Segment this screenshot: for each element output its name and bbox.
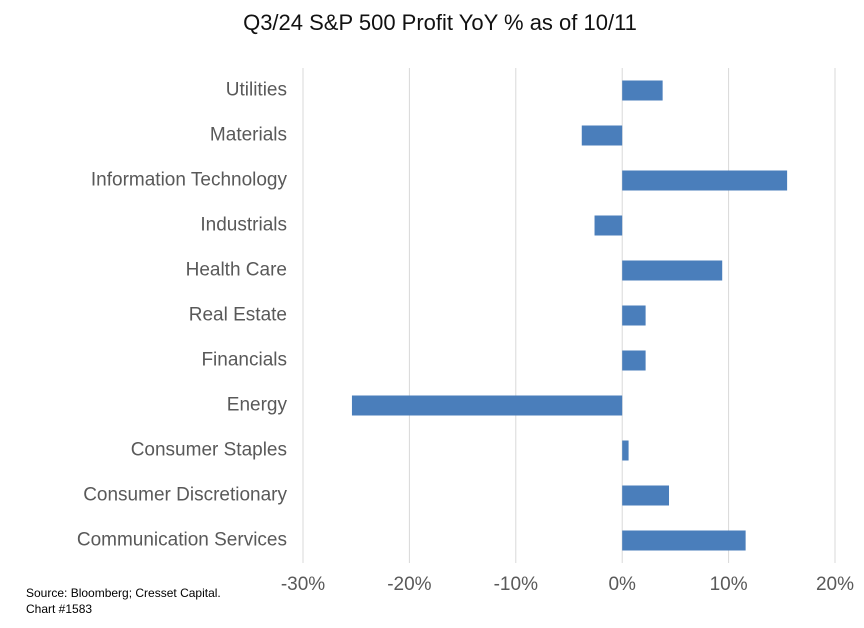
bar <box>622 80 663 101</box>
y-tick-label: Energy <box>227 395 288 416</box>
bar <box>581 125 623 146</box>
y-tick-label: Information Technology <box>91 170 288 191</box>
bar <box>622 440 629 461</box>
source-note: Source: Bloomberg; Cresset Capital. <box>26 586 221 600</box>
bar <box>622 485 670 506</box>
bar <box>622 350 646 371</box>
x-tick-label: -20% <box>387 574 431 595</box>
y-tick-label: Financials <box>201 350 287 371</box>
y-tick-label: Materials <box>210 125 287 146</box>
y-tick-label: Utilities <box>226 80 287 101</box>
bar <box>594 215 623 236</box>
chart-title: Q3/24 S&P 500 Profit YoY % as of 10/11 <box>243 10 637 35</box>
bar <box>622 530 746 551</box>
bar <box>622 260 723 281</box>
bar <box>622 170 788 191</box>
y-tick-label: Industrials <box>200 215 287 236</box>
x-tick-label: 0% <box>608 574 636 595</box>
bar <box>622 305 646 326</box>
y-tick-label: Consumer Staples <box>131 440 287 461</box>
bar <box>351 395 623 416</box>
x-tick-label: 10% <box>710 574 748 595</box>
x-tick-label: -30% <box>281 574 325 595</box>
y-tick-label: Real Estate <box>189 305 287 326</box>
x-tick-label: 20% <box>816 574 854 595</box>
y-tick-label: Communication Services <box>77 530 287 551</box>
y-tick-label: Consumer Discretionary <box>83 485 287 506</box>
source-note: Chart #1583 <box>26 602 92 616</box>
x-tick-label: -10% <box>494 574 538 595</box>
y-tick-label: Health Care <box>186 260 287 281</box>
